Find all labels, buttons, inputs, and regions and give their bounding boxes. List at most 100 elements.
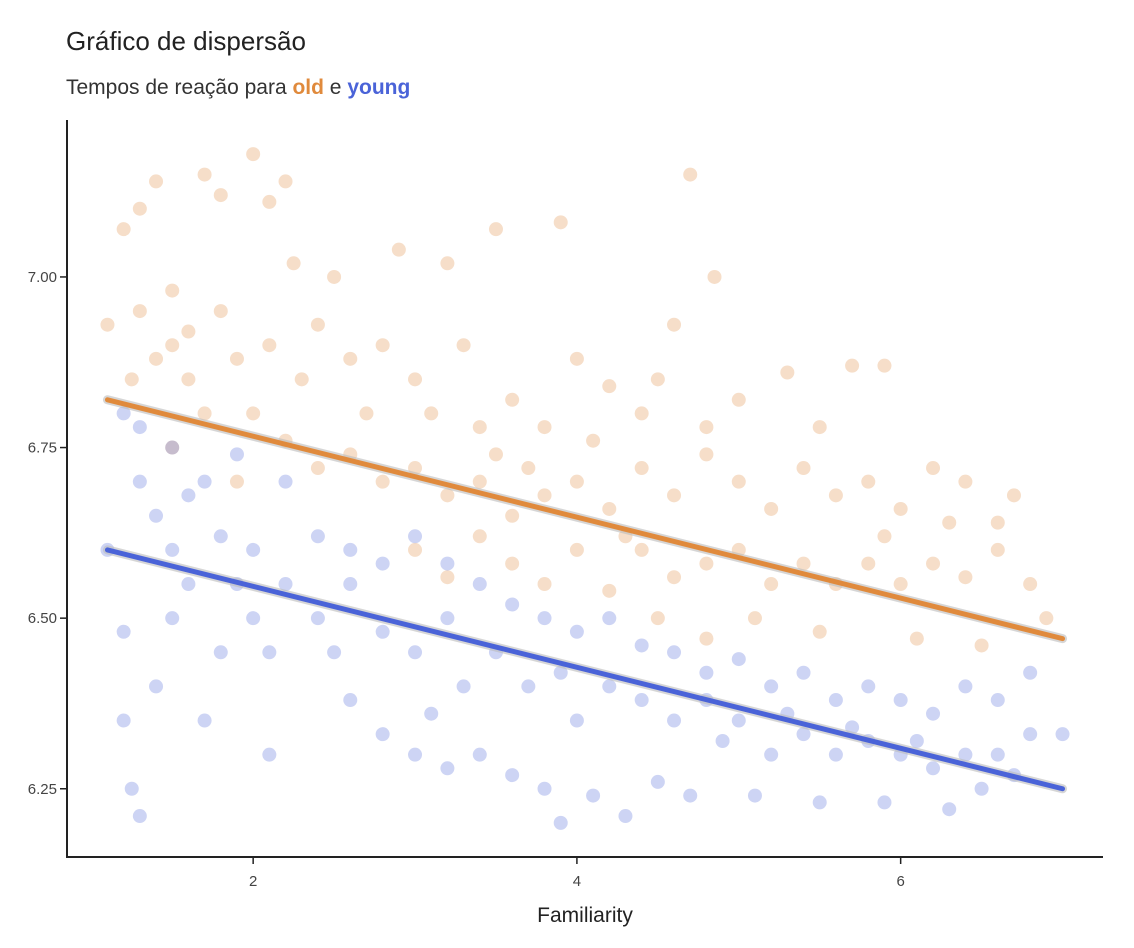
subtitle-connector: e xyxy=(323,76,348,99)
point-young-60 xyxy=(877,795,892,810)
point-young-11 xyxy=(246,611,261,626)
point-young-8 xyxy=(197,713,212,728)
point-old-45 xyxy=(877,358,892,373)
point-old-11 xyxy=(278,174,293,189)
point-young-58 xyxy=(747,788,762,803)
point-old-20 xyxy=(132,304,147,319)
point-old-40 xyxy=(667,317,682,332)
point-old-19 xyxy=(707,269,722,284)
point-young-21 xyxy=(327,645,342,660)
point-old-83 xyxy=(796,556,811,571)
point-old-103 xyxy=(521,461,536,476)
point-young-41 xyxy=(926,761,941,776)
point-young-67 xyxy=(278,474,293,489)
point-young-26 xyxy=(456,679,471,694)
point-old-96 xyxy=(909,631,924,646)
point-old-47 xyxy=(197,406,212,421)
point-old-46 xyxy=(165,440,180,455)
point-old-50 xyxy=(310,461,325,476)
point-old-3 xyxy=(124,372,139,387)
point-old-86 xyxy=(893,577,908,592)
point-old-14 xyxy=(391,242,406,257)
point-young-12 xyxy=(262,645,277,660)
subtitle-young: young xyxy=(347,76,411,99)
point-old-31 xyxy=(408,372,423,387)
point-young-31 xyxy=(602,679,617,694)
point-young-62 xyxy=(974,781,989,796)
point-young-76 xyxy=(569,624,584,639)
point-old-89 xyxy=(990,542,1005,557)
point-old-1 xyxy=(116,222,131,237)
point-young-49 xyxy=(440,761,455,776)
y-tick-label-1: 6.50 xyxy=(28,610,57,627)
point-old-44 xyxy=(845,358,860,373)
point-old-82 xyxy=(764,577,779,592)
point-old-106 xyxy=(812,420,827,435)
point-old-13 xyxy=(327,269,342,284)
points-layer xyxy=(100,147,1070,830)
point-young-36 xyxy=(764,747,779,762)
point-young-68 xyxy=(310,529,325,544)
point-young-13 xyxy=(132,474,147,489)
point-young-84 xyxy=(828,693,843,708)
point-old-107 xyxy=(877,529,892,544)
point-young-35 xyxy=(731,713,746,728)
point-young-30 xyxy=(569,713,584,728)
point-old-27 xyxy=(294,372,309,387)
point-old-102 xyxy=(488,447,503,462)
point-young-20 xyxy=(310,611,325,626)
trend-layer xyxy=(102,395,1068,794)
point-old-24 xyxy=(229,351,244,366)
point-old-104 xyxy=(586,433,601,448)
point-young-47 xyxy=(375,727,390,742)
point-old-73 xyxy=(472,529,487,544)
point-young-28 xyxy=(521,679,536,694)
point-old-72 xyxy=(440,570,455,585)
point-old-90 xyxy=(1023,577,1038,592)
point-young-32 xyxy=(634,693,649,708)
point-young-5 xyxy=(149,679,164,694)
point-old-55 xyxy=(472,474,487,489)
point-young-88 xyxy=(958,679,973,694)
point-old-91 xyxy=(1039,611,1054,626)
x-axis-title: Familiarity xyxy=(537,904,633,927)
point-old-63 xyxy=(731,474,746,489)
point-old-97 xyxy=(974,638,989,653)
point-old-64 xyxy=(764,501,779,516)
point-young-38 xyxy=(828,747,843,762)
point-old-57 xyxy=(537,488,552,503)
point-old-17 xyxy=(553,215,568,230)
point-young-18 xyxy=(246,542,261,557)
x-tick-label-1: 4 xyxy=(573,873,581,890)
point-young-14 xyxy=(149,508,164,523)
point-old-25 xyxy=(246,406,261,421)
point-old-30 xyxy=(375,338,390,353)
point-young-19 xyxy=(278,577,293,592)
point-old-79 xyxy=(667,570,682,585)
point-old-61 xyxy=(667,488,682,503)
point-young-55 xyxy=(618,809,633,824)
point-young-69 xyxy=(343,542,358,557)
point-young-2 xyxy=(132,809,147,824)
point-old-78 xyxy=(634,542,649,557)
subtitle-prefix: Tempos de reação para xyxy=(66,76,293,99)
y-tick-label-0: 6.25 xyxy=(28,781,57,798)
point-young-95 xyxy=(715,733,730,748)
point-old-85 xyxy=(861,556,876,571)
point-old-70 xyxy=(958,474,973,489)
point-young-72 xyxy=(440,556,455,571)
point-young-73 xyxy=(472,577,487,592)
point-old-42 xyxy=(731,392,746,407)
point-young-75 xyxy=(537,611,552,626)
y-tick-label-2: 6.75 xyxy=(28,440,57,457)
point-old-37 xyxy=(602,379,617,394)
point-old-95 xyxy=(812,624,827,639)
point-young-17 xyxy=(213,529,228,544)
point-young-83 xyxy=(796,665,811,680)
point-old-93 xyxy=(699,631,714,646)
point-young-77 xyxy=(602,611,617,626)
point-old-41 xyxy=(699,420,714,435)
point-young-64 xyxy=(165,440,180,455)
point-young-9 xyxy=(213,645,228,660)
